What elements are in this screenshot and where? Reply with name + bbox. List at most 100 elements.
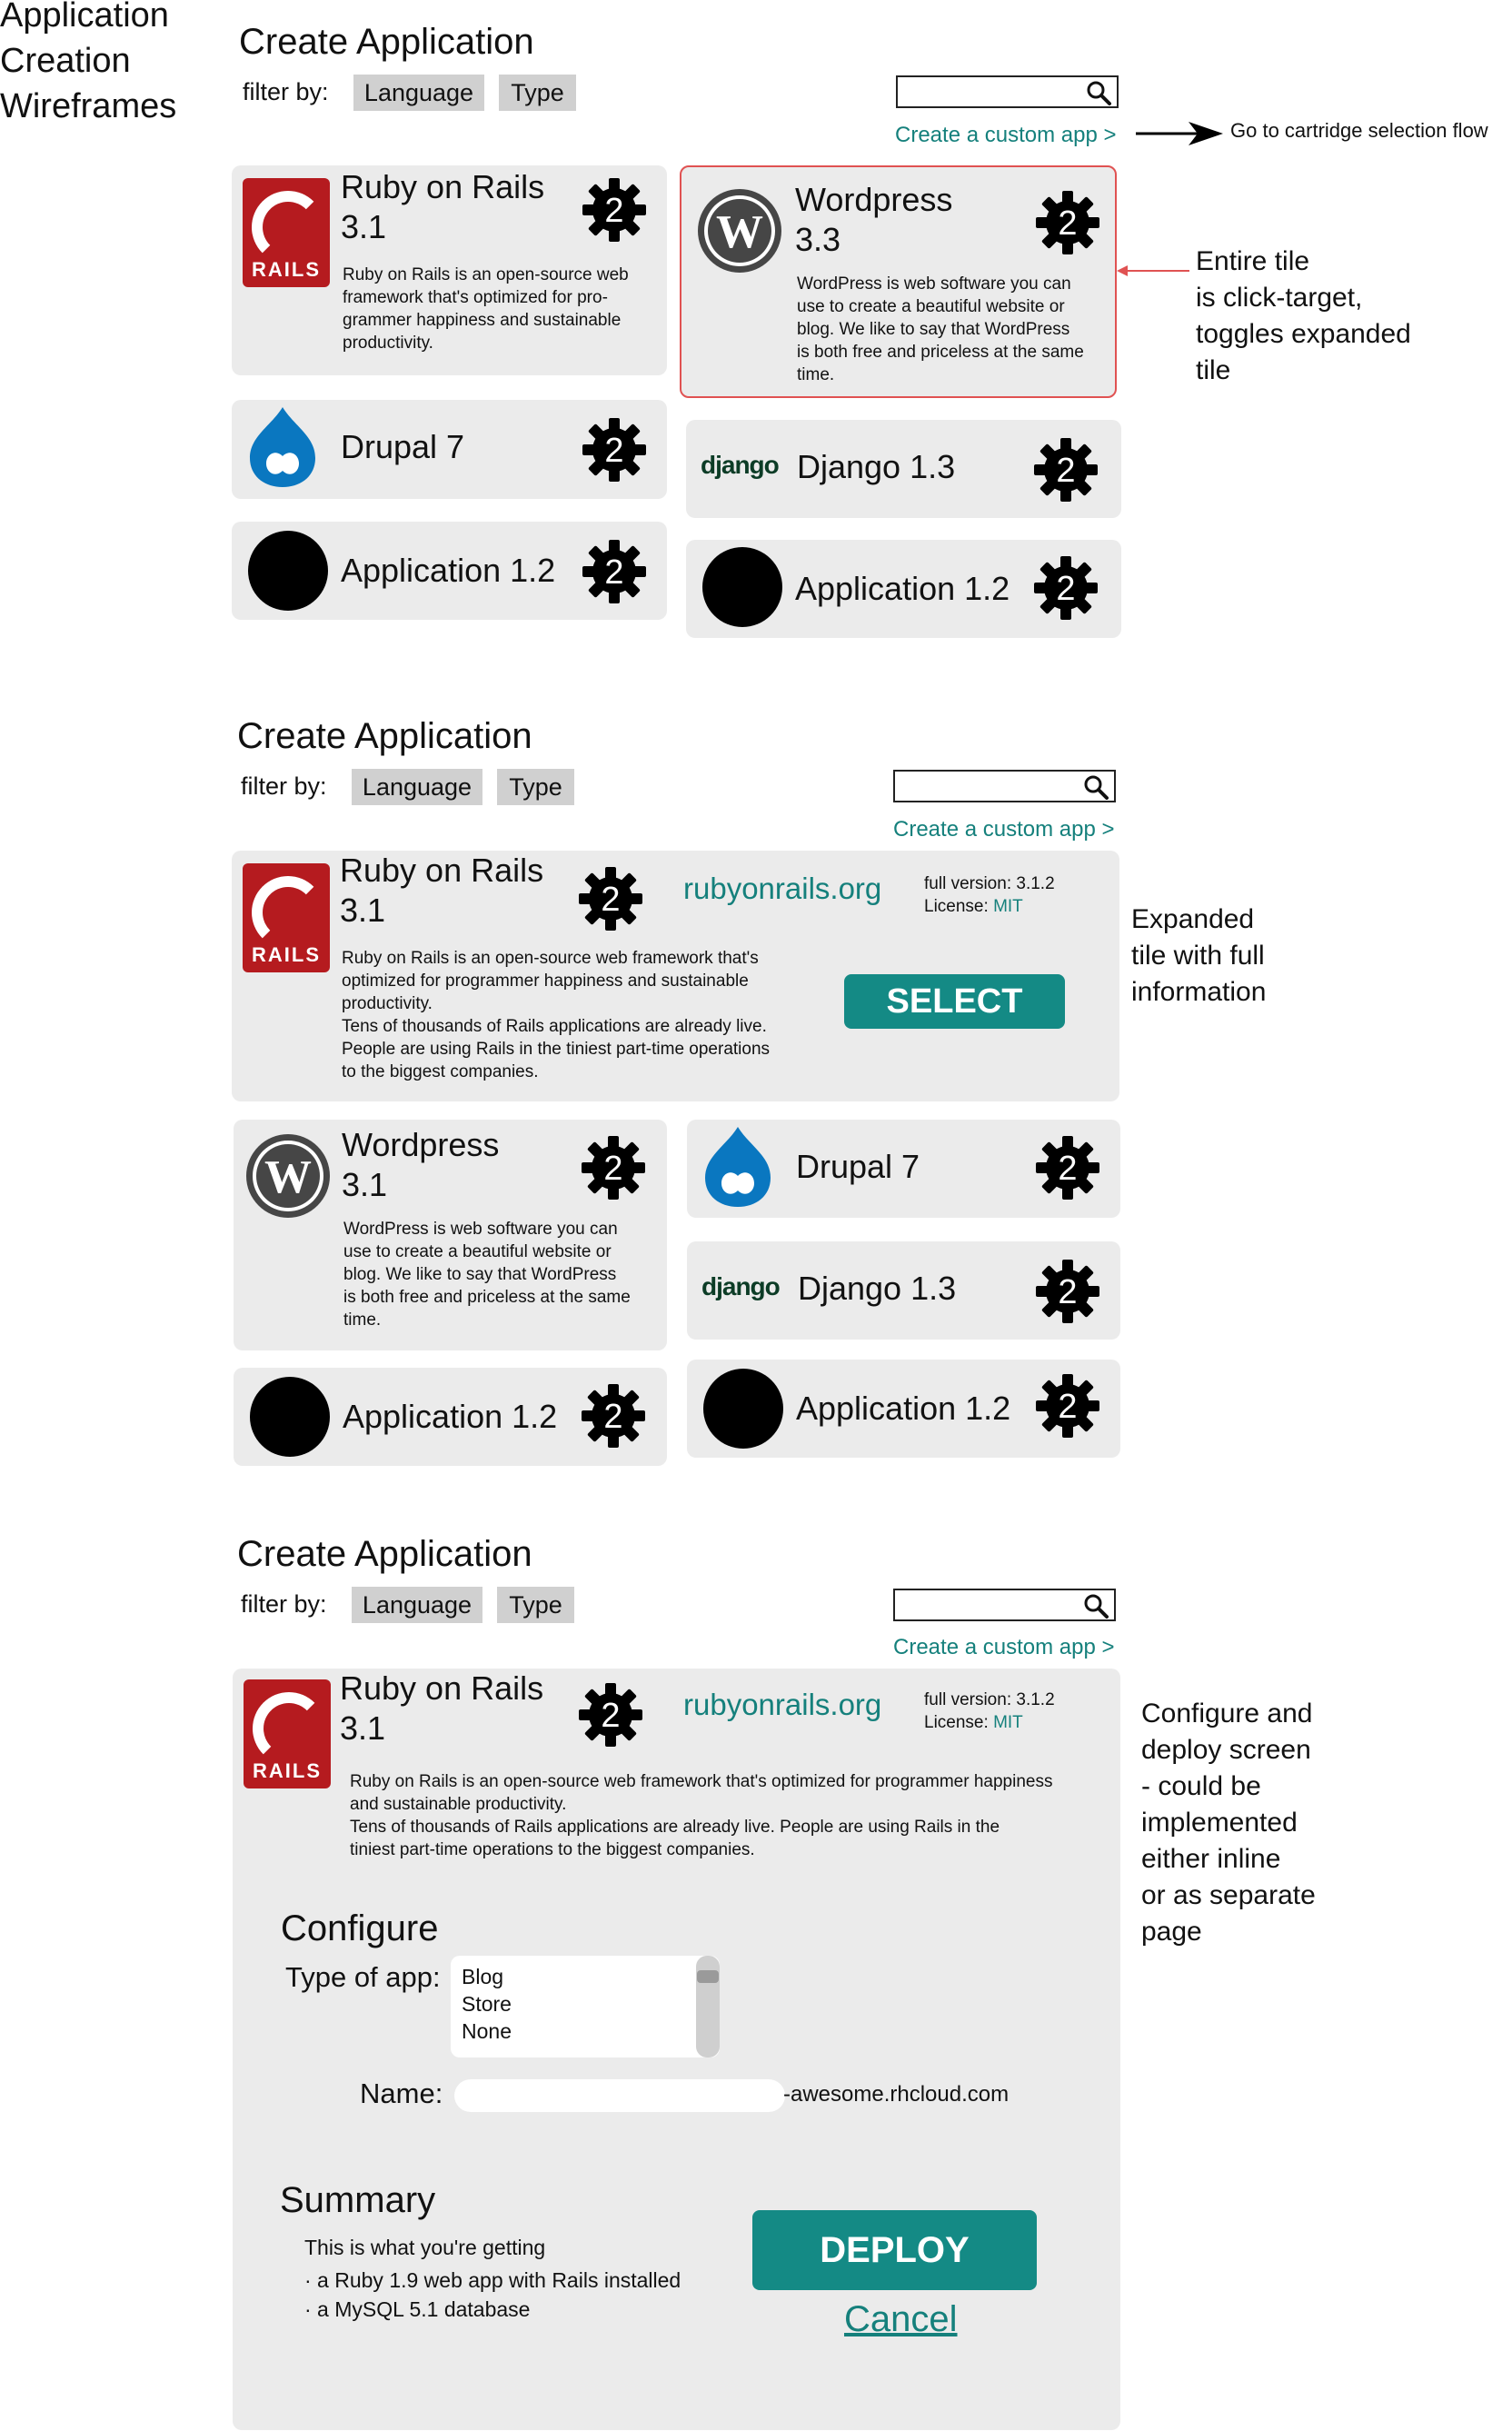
app-tile-application[interactable]: Application 1.2 2 xyxy=(234,1368,667,1466)
license-label: License: xyxy=(924,897,989,916)
configure-title: Configure xyxy=(281,1908,439,1948)
app-tile-django[interactable]: django Django 1.3 2 xyxy=(686,420,1121,518)
wordpress-logo: W xyxy=(246,1134,330,1218)
summary-title: Summary xyxy=(280,2180,436,2220)
svg-text:2: 2 xyxy=(603,1150,622,1188)
search-icon[interactable] xyxy=(1083,1593,1109,1619)
type-option-none[interactable]: None xyxy=(462,2019,512,2043)
section-title: Create Application xyxy=(237,716,532,756)
tile-description: WordPress is web software you can use to… xyxy=(797,274,1084,384)
svg-text:W: W xyxy=(264,1151,312,1203)
create-custom-app-link[interactable]: Create a custom app > xyxy=(893,1635,1115,1659)
tile-title: Ruby on Rails 3.1 xyxy=(340,852,544,929)
tile-title: Drupal 7 xyxy=(341,428,465,465)
app-tile-application[interactable]: Application 1.2 2 xyxy=(232,522,667,620)
gear-badge-icon: 2 xyxy=(582,540,646,603)
app-tile-wordpress[interactable]: W Wordpress 3.3 2 WordPress is web softw… xyxy=(680,165,1117,398)
tile-title: Django 1.3 xyxy=(798,1270,957,1307)
app-tile-django[interactable]: django Django 1.3 2 xyxy=(687,1241,1120,1340)
app-placeholder-icon xyxy=(250,1377,330,1457)
create-custom-app-link[interactable]: Create a custom app > xyxy=(893,817,1115,842)
search-input[interactable] xyxy=(893,1589,1116,1621)
page-title: Application Creation Wireframes xyxy=(0,0,177,125)
filter-language-button[interactable]: Language xyxy=(352,769,482,805)
svg-text:2: 2 xyxy=(1058,1388,1077,1426)
highlight-connector-icon xyxy=(1117,265,1189,276)
drupal-logo xyxy=(250,407,315,487)
filter-label: filter by: xyxy=(241,772,327,800)
app-placeholder-icon xyxy=(702,547,782,627)
filter-language-button[interactable]: Language xyxy=(352,1587,482,1623)
app-tile-ruby-on-rails-expanded[interactable]: RAILS Ruby on Rails 3.1 2 rubyonrails.or… xyxy=(232,851,1119,1101)
version-info: full version: 3.1.2 License: MIT xyxy=(924,872,1055,918)
svg-text:2: 2 xyxy=(1058,1273,1077,1311)
select-button[interactable]: SELECT xyxy=(844,974,1065,1029)
type-option-store[interactable]: Store xyxy=(462,1992,512,2016)
filter-language-button[interactable]: Language xyxy=(353,75,484,111)
svg-text:2: 2 xyxy=(604,553,623,592)
license-link[interactable]: MIT xyxy=(993,1713,1023,1732)
filter-label: filter by: xyxy=(241,1590,327,1618)
search-icon[interactable] xyxy=(1083,774,1109,800)
cancel-link[interactable]: Cancel xyxy=(844,2299,958,2339)
license-label: License: xyxy=(924,1713,989,1732)
search-icon[interactable] xyxy=(1086,80,1111,105)
license-link[interactable]: MIT xyxy=(993,897,1023,916)
django-logo: django xyxy=(701,451,780,479)
gear-badge-icon: 2 xyxy=(1036,1374,1099,1438)
tile-description: Ruby on Rails is an open-source web fram… xyxy=(350,1772,1053,1859)
type-of-app-label: Type of app: xyxy=(285,1961,441,1993)
svg-text:W: W xyxy=(716,206,763,258)
gear-badge-icon: 2 xyxy=(582,1136,645,1200)
django-logo: django xyxy=(701,1272,781,1300)
tile-title: Application 1.2 xyxy=(795,570,1010,607)
app-tile-application[interactable]: Application 1.2 2 xyxy=(686,540,1121,638)
wordpress-logo: W xyxy=(698,189,781,273)
rails-logo: RAILS xyxy=(243,178,330,287)
app-tile-drupal[interactable]: Drupal 7 2 xyxy=(687,1120,1120,1218)
gear-badge-icon: 2 xyxy=(1036,1136,1099,1200)
full-version: full version: 3.1.2 xyxy=(924,1690,1055,1709)
summary-item: · a MySQL 5.1 database xyxy=(304,2297,531,2321)
search-input[interactable] xyxy=(893,770,1116,802)
tile-title: Django 1.3 xyxy=(797,448,956,485)
tile-description: Ruby on Rails is an open-source web fram… xyxy=(343,265,629,353)
svg-text:2: 2 xyxy=(1056,570,1075,608)
filter-type-button[interactable]: Type xyxy=(497,769,574,805)
section-title: Create Application xyxy=(237,1534,532,1574)
arrow-right-icon xyxy=(1136,122,1223,145)
gear-badge-icon: 2 xyxy=(579,1683,642,1747)
listbox-scrollbar[interactable] xyxy=(696,1956,720,2057)
filter-label: filter by: xyxy=(243,78,329,105)
filter-type-button[interactable]: Type xyxy=(497,1587,574,1623)
app-name-input[interactable] xyxy=(454,2079,785,2112)
configure-deploy-panel: RAILS Ruby on Rails 3.1 2 rubyonrails.or… xyxy=(233,1669,1120,2430)
app-tile-drupal[interactable]: Drupal 7 2 xyxy=(232,400,667,499)
listbox-scroll-thumb[interactable] xyxy=(697,1970,719,1983)
project-url-link[interactable]: rubyonrails.org xyxy=(683,872,882,905)
tile-description: Ruby on Rails is an open-source web fram… xyxy=(342,949,771,1081)
project-url-link[interactable]: rubyonrails.org xyxy=(683,1688,882,1721)
search-input[interactable] xyxy=(896,75,1119,108)
section-title: Create Application xyxy=(239,22,534,62)
type-of-app-listbox[interactable]: Blog Store None xyxy=(451,1956,720,2057)
tile-title: Ruby on Rails 3.1 xyxy=(340,1669,544,1747)
svg-text:2: 2 xyxy=(604,432,623,470)
rails-logo: RAILS xyxy=(243,863,330,972)
filter-type-button[interactable]: Type xyxy=(499,75,576,111)
tile-title: Drupal 7 xyxy=(796,1148,920,1185)
gear-badge-icon: 2 xyxy=(579,867,642,931)
type-option-blog[interactable]: Blog xyxy=(462,1965,504,1988)
deploy-button[interactable]: DEPLOY xyxy=(752,2210,1037,2290)
gear-badge-icon: 2 xyxy=(582,1384,645,1448)
tile-title: Application 1.2 xyxy=(341,552,556,589)
domain-suffix: -awesome.rhcloud.com xyxy=(783,2082,1010,2107)
drupal-logo xyxy=(705,1127,771,1207)
create-custom-app-link[interactable]: Create a custom app > xyxy=(895,123,1117,147)
app-tile-wordpress[interactable]: W Wordpress 3.1 2 WordPress is web softw… xyxy=(234,1120,667,1350)
license-row: License: MIT xyxy=(924,1711,1055,1734)
license-row: License: MIT xyxy=(924,895,1055,918)
svg-text:2: 2 xyxy=(604,192,623,230)
app-tile-ruby-on-rails[interactable]: RAILS Ruby on Rails 3.1 2 Ruby on Rails … xyxy=(232,165,667,375)
app-tile-application[interactable]: Application 1.2 2 xyxy=(687,1360,1120,1458)
